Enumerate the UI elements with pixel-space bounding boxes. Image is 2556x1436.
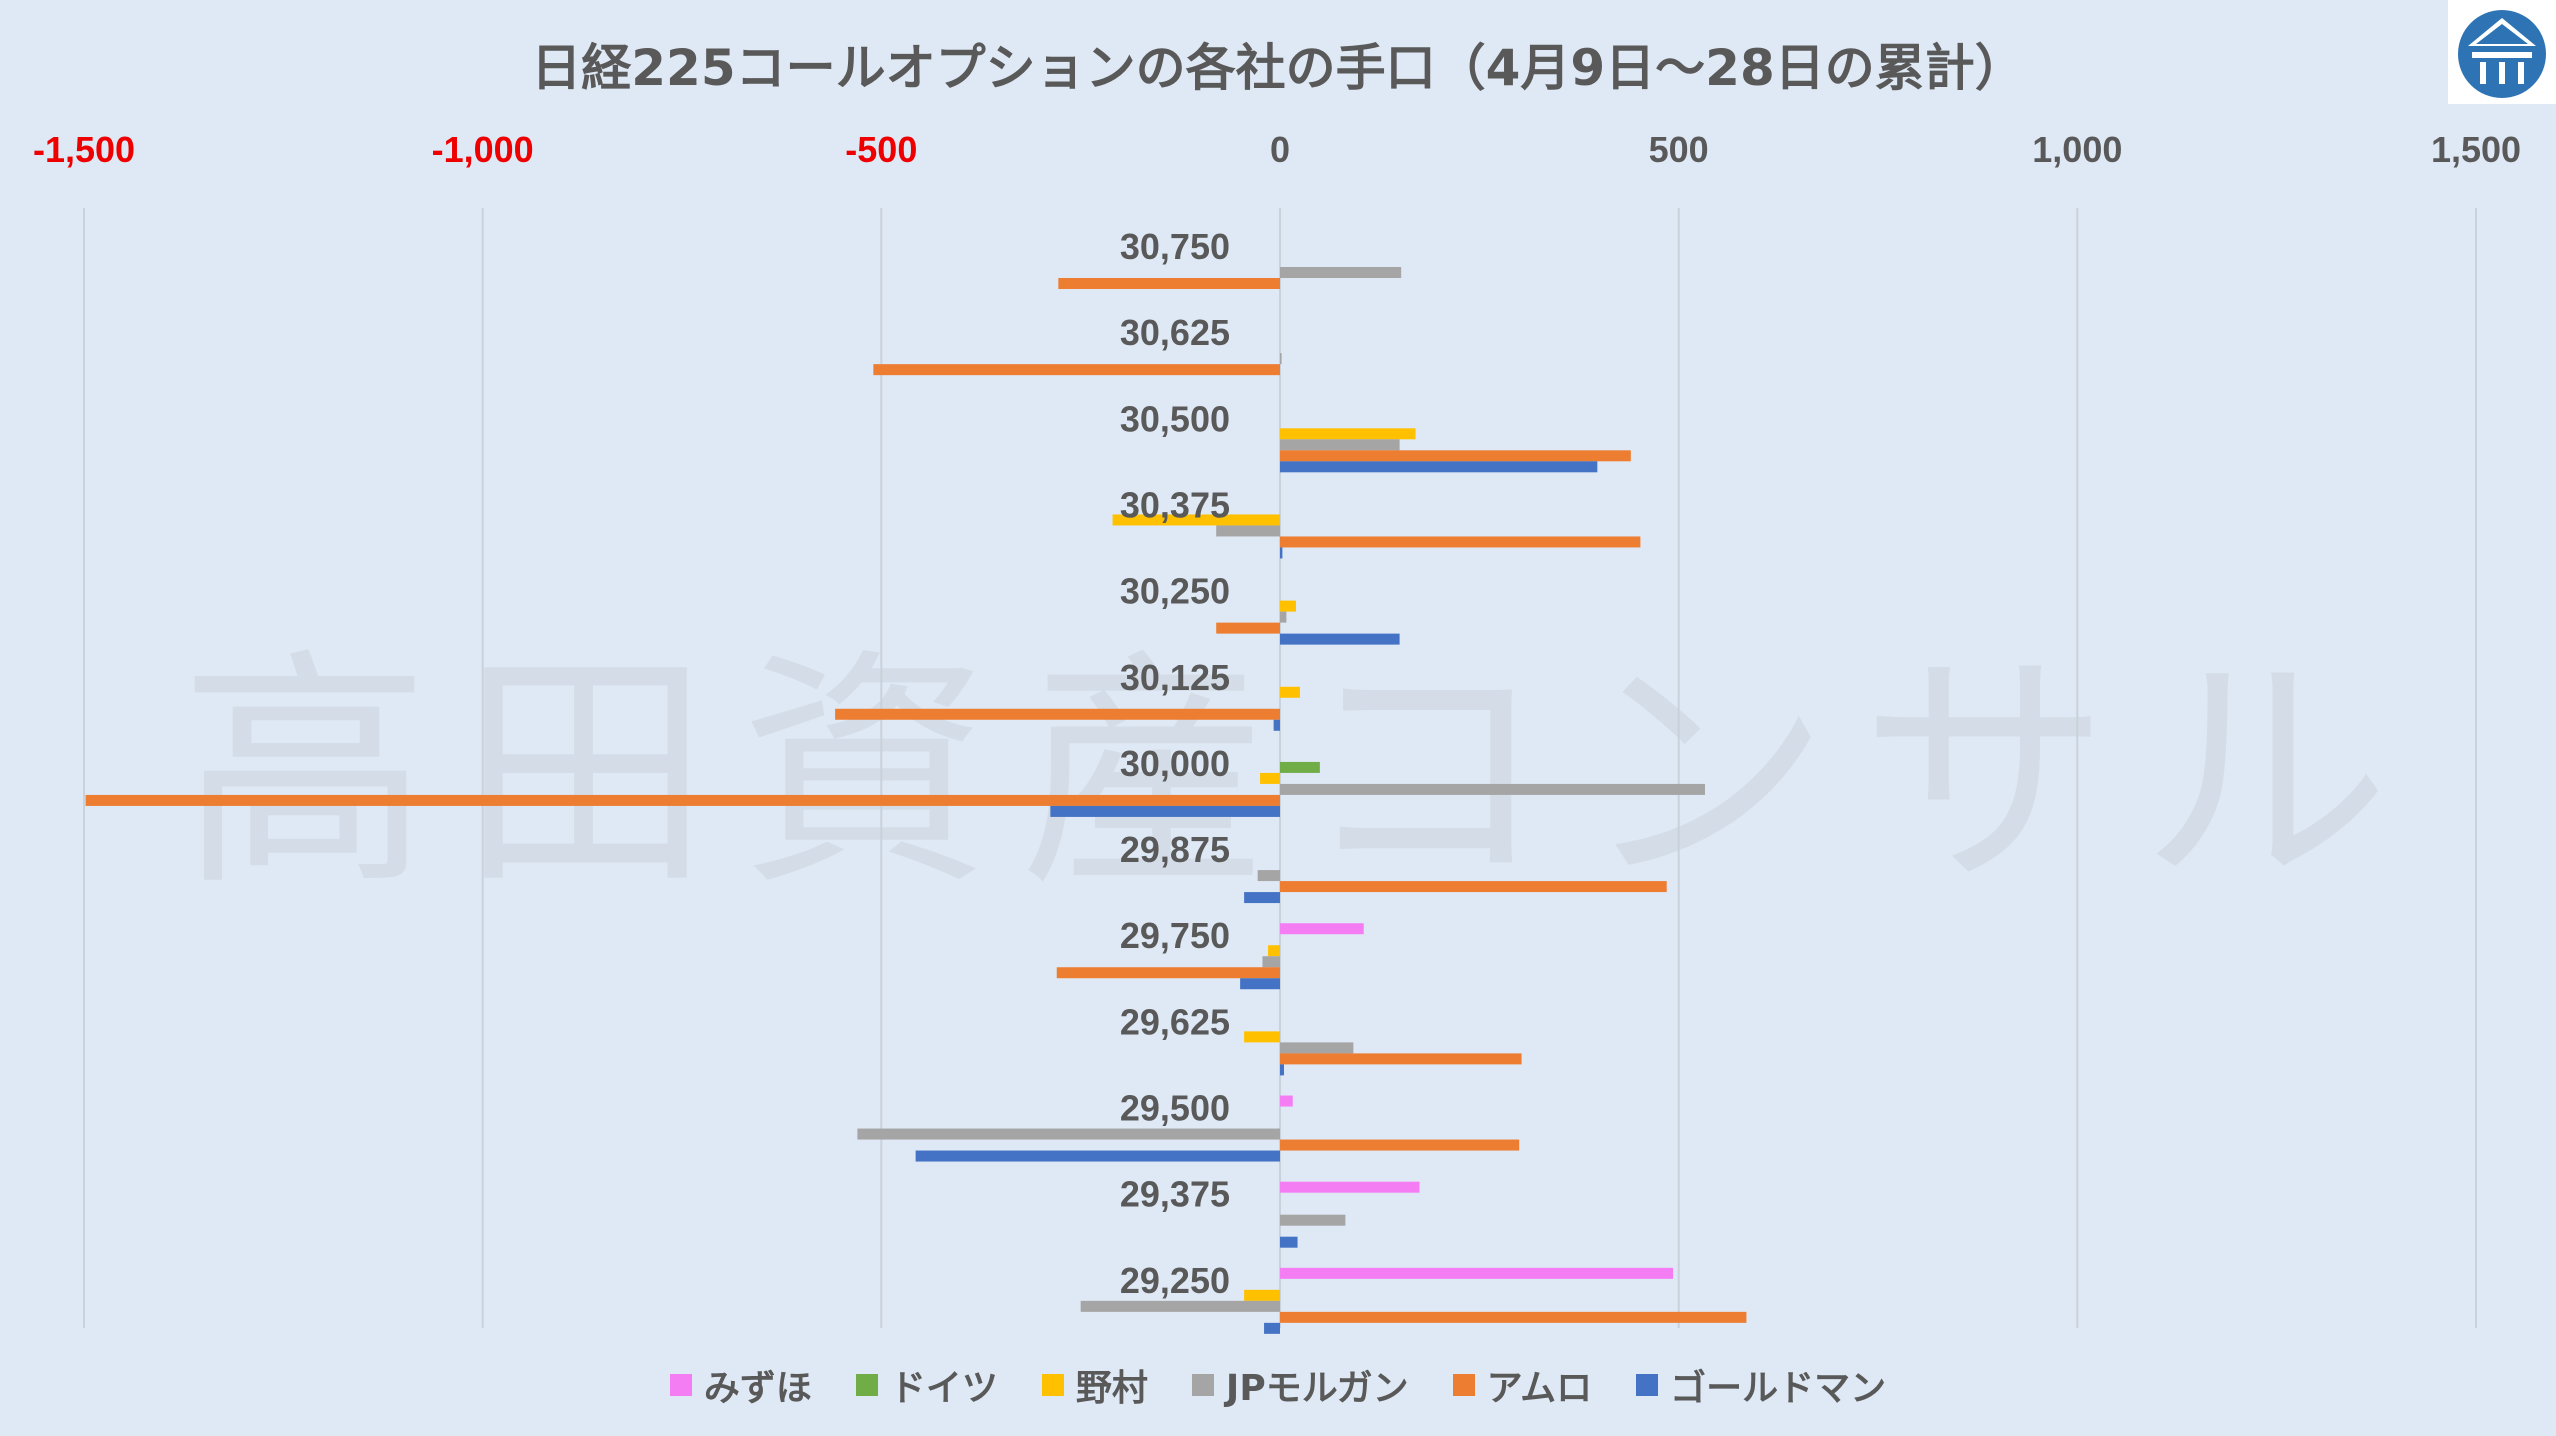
bar-4-29,250	[1080, 1300, 1280, 1312]
category-label: 30,000	[1120, 743, 1230, 784]
bar-6-30,000	[1050, 805, 1280, 817]
category-label: 29,625	[1120, 1001, 1230, 1042]
category-label: 29,500	[1120, 1088, 1230, 1129]
bar-3-29,625	[1244, 1031, 1280, 1043]
bar-4-29,750	[1262, 956, 1280, 968]
x-tick-label: 500	[1649, 129, 1709, 170]
bar-5-29,250	[1280, 1311, 1747, 1323]
bar-4-30,750	[1280, 267, 1402, 278]
legend-item: みずほ	[669, 1359, 812, 1411]
bar-4-30,250	[1280, 611, 1287, 623]
bar-5-30,250	[1216, 622, 1280, 634]
bar-6-29,500	[915, 1150, 1280, 1162]
bar-1-29,750	[1280, 923, 1364, 935]
category-label: 30,750	[1120, 226, 1230, 267]
legend-item: アムロ	[1452, 1359, 1593, 1411]
legend-label: アムロ	[1486, 1368, 1593, 1409]
bar-3-30,500	[1280, 428, 1416, 440]
legend-swatch	[1636, 1374, 1659, 1396]
bar-5-30,625	[873, 364, 1280, 376]
legend-label: みずほ	[703, 1368, 812, 1409]
legend-swatch	[1041, 1374, 1064, 1396]
bar-6-29,625	[1280, 1064, 1284, 1076]
bar-3-29,250	[1244, 1289, 1280, 1301]
bars	[85, 267, 1747, 1334]
bar-3-29,750	[1268, 945, 1280, 957]
bar-2-30,000	[1280, 761, 1320, 773]
chart-title: 日経225コールオプションの各社の手口（4月9日～28日の累計）	[531, 39, 2025, 97]
bar-5-30,500	[1280, 450, 1631, 462]
bar-6-29,250	[1264, 1322, 1280, 1334]
bar-1-29,375	[1280, 1181, 1420, 1193]
bar-6-29,375	[1280, 1236, 1298, 1248]
category-label: 30,375	[1120, 484, 1230, 525]
bar-4-29,500	[857, 1128, 1280, 1140]
legend-label: ゴールドマン	[1670, 1368, 1887, 1409]
bar-4-30,500	[1280, 439, 1400, 451]
bar-4-29,625	[1280, 1042, 1354, 1054]
category-label: 29,875	[1120, 829, 1230, 870]
company-logo	[2448, 0, 2556, 104]
bar-4-29,875	[1257, 870, 1280, 882]
bar-5-29,500	[1280, 1139, 1520, 1151]
x-tick-label: -1,000	[432, 129, 534, 170]
x-tick-label: 0	[1270, 129, 1290, 170]
legend-item: ゴールドマン	[1636, 1359, 1886, 1411]
bar-5-30,375	[1280, 536, 1641, 548]
bar-5-29,625	[1280, 1053, 1522, 1065]
bar-6-30,250	[1280, 633, 1400, 645]
legend-swatch	[1191, 1374, 1214, 1396]
bar-6-30,375	[1280, 547, 1283, 559]
bar-3-30,125	[1280, 686, 1300, 698]
category-label: 29,375	[1120, 1174, 1230, 1215]
bar-4-30,625	[1280, 353, 1282, 365]
legend-swatch	[855, 1374, 878, 1396]
bar-5-30,000	[85, 794, 1280, 806]
category-label: 30,625	[1120, 312, 1230, 353]
bar-3-30,000	[1260, 772, 1280, 784]
bar-6-29,750	[1240, 978, 1280, 990]
bar-5-29,750	[1056, 967, 1280, 979]
bar-4-30,000	[1280, 783, 1705, 795]
legend-swatch	[1452, 1374, 1475, 1396]
bar-6-30,125	[1273, 719, 1280, 731]
category-labels: 30,750 30,625 30,500 30,375 30,250 30,125 30,0…	[1120, 226, 1230, 1301]
legend-label: ドイツ	[889, 1368, 998, 1409]
bar-3-30,250	[1280, 600, 1296, 612]
bar-1-29,250	[1280, 1267, 1674, 1279]
category-label: 30,500	[1120, 398, 1230, 439]
legend-item: JPモルガン	[1191, 1359, 1409, 1411]
legend-label: JPモルガン	[1225, 1368, 1409, 1409]
legend-label: 野村	[1075, 1368, 1148, 1409]
bar-4-29,375	[1280, 1214, 1346, 1226]
bar-chart: 高田資産コンサル -1,500 -1,000 -500 0 500 1,000 1,500 …	[33, 129, 2521, 1334]
x-axis-ticks: -1,500 -1,000 -500 0 500 1,000 1,500	[33, 129, 2521, 170]
bar-4-30,375	[1216, 525, 1280, 537]
legend-item: ドイツ	[855, 1359, 998, 1411]
bar-6-30,500	[1280, 461, 1598, 473]
legend-swatch	[669, 1374, 692, 1396]
x-tick-label: 1,000	[2032, 129, 2122, 170]
bar-1-29,500	[1280, 1095, 1293, 1107]
x-tick-label: -500	[845, 129, 917, 170]
bar-5-29,875	[1280, 881, 1667, 893]
category-label: 30,250	[1120, 571, 1230, 612]
category-label: 30,125	[1120, 657, 1230, 698]
watermark: 高田資産コンサル	[180, 628, 2420, 919]
legend: みずほ ドイツ 野村 JPモルガン アムロ ゴールドマン	[0, 1355, 2556, 1415]
bar-5-30,125	[835, 708, 1280, 720]
bar-3-30,375	[1112, 514, 1280, 526]
x-tick-label: -1,500	[33, 129, 135, 170]
legend-item: 野村	[1041, 1359, 1148, 1411]
bar-5-30,750	[1058, 278, 1280, 289]
bar-6-29,875	[1244, 892, 1280, 904]
category-label: 29,750	[1120, 915, 1230, 956]
category-label: 29,250	[1120, 1260, 1230, 1301]
x-tick-label: 1,500	[2431, 129, 2521, 170]
